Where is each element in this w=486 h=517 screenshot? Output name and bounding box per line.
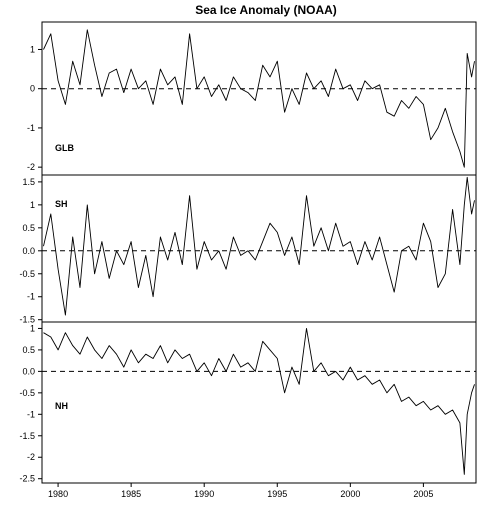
y-tick-label: 0.5 xyxy=(22,345,35,355)
x-tick-label: 1985 xyxy=(121,489,141,499)
x-tick-label: 1995 xyxy=(267,489,287,499)
y-tick-label: 1 xyxy=(30,323,35,333)
panel-label: GLB xyxy=(55,143,74,153)
y-tick-label: -1 xyxy=(27,123,35,133)
y-tick-label: 1 xyxy=(30,200,35,210)
panel-sh: -1.5 -1 -0.5 0.0 0.5 1 1.5 SH xyxy=(19,174,477,325)
y-tick-label: -1.5 xyxy=(19,431,35,441)
x-tick-label: 2005 xyxy=(413,489,433,499)
x-tick-label: 1980 xyxy=(48,489,68,499)
panel-glb: -2 -1 0 1 GLB xyxy=(27,21,477,176)
x-tick-label: 1990 xyxy=(194,489,214,499)
panel-frame xyxy=(41,321,477,484)
y-tick-label: -1.5 xyxy=(19,315,35,325)
y-tick-label: -0.5 xyxy=(19,269,35,279)
x-tick-label: 2000 xyxy=(340,489,360,499)
y-tick-label: 0.0 xyxy=(22,366,35,376)
panel-label: NH xyxy=(55,401,68,411)
y-tick-label: -0.5 xyxy=(19,388,35,398)
y-tick-label: 0.0 xyxy=(22,246,35,256)
series-line-glb xyxy=(43,29,475,168)
panel-frame xyxy=(41,174,477,323)
panel-nh: -2.5 -2 -1.5 -1 -0.5 0.0 0.5 1 NH xyxy=(19,321,477,484)
y-tick-label: -1 xyxy=(27,409,35,419)
y-tick-label: 0 xyxy=(30,84,35,94)
y-tick-label: 1.5 xyxy=(22,177,35,187)
y-tick-label: 1 xyxy=(30,44,35,54)
y-tick-label: 0.5 xyxy=(22,223,35,233)
chart-title: Sea Ice Anomaly (NOAA) xyxy=(195,3,337,17)
panel-frame xyxy=(41,21,477,176)
series-line-nh xyxy=(43,327,475,475)
x-axis: 1980 1985 1990 1995 2000 2005 xyxy=(48,483,433,499)
y-tick-label: -2 xyxy=(27,162,35,172)
y-tick-label: -2 xyxy=(27,452,35,462)
y-tick-label: -2.5 xyxy=(19,474,35,484)
series-line-sh xyxy=(43,176,475,316)
y-tick-label: -1 xyxy=(27,292,35,302)
chart-panels: -2 -1 0 1 GLB -1.5 -1 -0.5 0.0 0.5 1 1.5 SH -2.5 -2 -1.… xyxy=(19,21,477,484)
panel-label: SH xyxy=(55,199,68,209)
